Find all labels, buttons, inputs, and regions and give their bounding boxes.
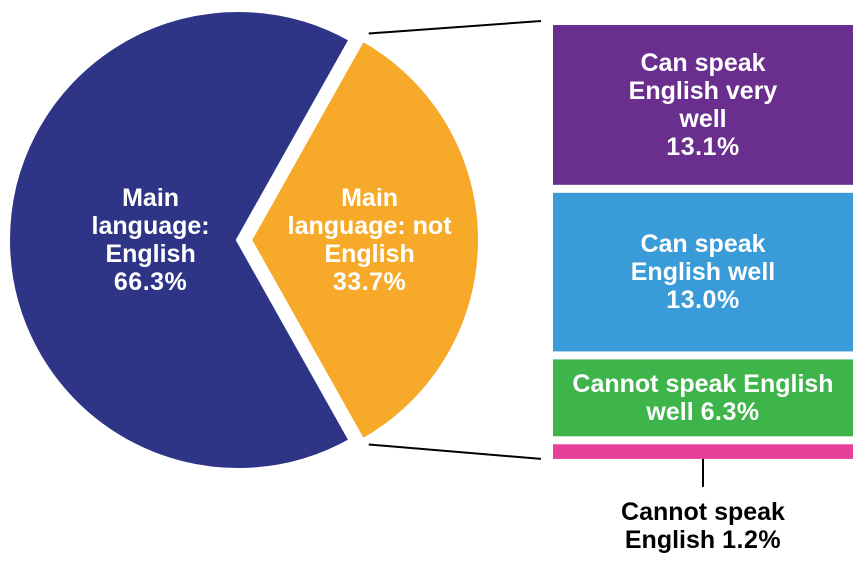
- slice-label: Main language: English 66.3%: [76, 160, 226, 320]
- category-label: Cannot speak English well: [572, 369, 834, 426]
- breakdown-bar: [553, 359, 853, 437]
- pie-slice: [6, 8, 354, 472]
- category-label: Cannot speak English: [621, 497, 785, 554]
- category-label: Main language: not English: [287, 184, 452, 268]
- value-label: 13.0%: [666, 286, 740, 315]
- breakdown-bar: [553, 444, 853, 459]
- bar-label: Cannot speak English 1.2%: [588, 491, 818, 561]
- value-label: 6.3%: [700, 397, 760, 426]
- value-label: 1.2%: [722, 525, 782, 554]
- value-label: 13.1%: [666, 132, 740, 161]
- breakdown-bar: [553, 25, 853, 185]
- category-label: Can speak English well: [630, 230, 776, 287]
- breakdown-bar: [553, 192, 853, 352]
- connector-line: [368, 443, 542, 460]
- value-label: 66.3%: [113, 268, 188, 296]
- category-label: Can speak English very well: [628, 48, 778, 133]
- slice-label: Main language: not English 33.7%: [285, 160, 455, 320]
- bar-label: Can speak English well 13.0%: [608, 193, 798, 352]
- pie-slice: [247, 36, 482, 444]
- bar-label: Cannot speak English well 6.3%: [553, 359, 853, 436]
- connector-line: [368, 20, 542, 35]
- bar-label: Can speak English very well 13.1%: [608, 25, 798, 185]
- value-label: 33.7%: [332, 268, 407, 296]
- category-label: Main language: English: [91, 184, 210, 268]
